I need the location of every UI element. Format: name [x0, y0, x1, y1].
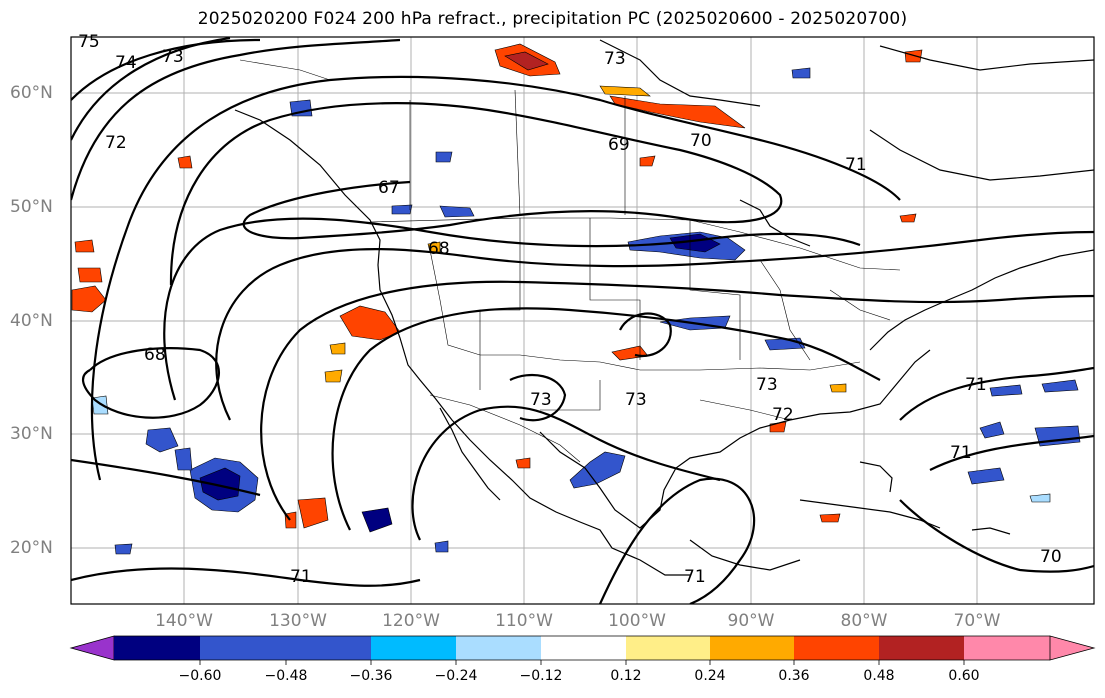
contour-label: 73: [604, 49, 626, 69]
lat-label: 50°N: [10, 197, 53, 217]
lon-label: 90°W: [727, 611, 775, 631]
lat-label: 30°N: [10, 424, 53, 444]
plot-title: 2025020200 F024 200 hPa refract., precip…: [197, 9, 908, 29]
contour-label: 71: [290, 567, 312, 587]
contour-label: 73: [530, 390, 552, 410]
colorbar-bin: [456, 636, 541, 660]
political-borders: [239, 59, 901, 463]
colorbar-tick-label: 0.36: [778, 668, 810, 684]
colorbar-bin: [541, 636, 626, 660]
contour-label: 68: [144, 345, 166, 365]
colorbar-tick-label: 0.12: [610, 668, 642, 684]
colorbar-bin: [626, 636, 710, 660]
contour-label: 70: [690, 131, 712, 151]
contour-label: 73: [162, 47, 184, 67]
contour-label: 69: [608, 135, 630, 155]
contour-label: 71: [950, 443, 972, 463]
contour-label: 70: [1040, 547, 1062, 567]
lon-label: 70°W: [953, 611, 1001, 631]
colorbar-extend-low: [69, 635, 115, 661]
lon-label: 100°W: [608, 611, 666, 631]
contour-label: 72: [105, 133, 127, 153]
contour-label: 71: [965, 375, 987, 395]
lat-label: 20°N: [10, 538, 53, 558]
contour-label: 75: [78, 32, 100, 52]
colorbar-tick-label: 0.48: [863, 668, 895, 684]
colorbar-tick-label: −0.48: [264, 668, 308, 684]
colorbar-extend-high: [1049, 635, 1096, 661]
refractivity-contours: [71, 37, 1094, 604]
colorbar-bin: [200, 636, 286, 660]
contour-labels: 75 74 73 72 73 67 69 70 71 68 68 73 73 7…: [78, 32, 1062, 587]
colorbar-tick-label: −0.36: [349, 668, 393, 684]
colorbar-bin: [371, 636, 456, 660]
contour-label: 71: [684, 567, 706, 587]
lon-label: 140°W: [155, 611, 213, 631]
colorbar-bin: [794, 636, 879, 660]
graticule: [71, 37, 1094, 604]
lon-label: 120°W: [382, 611, 440, 631]
contour-label: 67: [378, 178, 400, 198]
colorbar-tick-label: −0.60: [178, 668, 222, 684]
colorbar-bin: [114, 636, 200, 660]
contour-label: 71: [845, 155, 867, 175]
colorbar-tick-label: −0.12: [519, 668, 563, 684]
lat-label: 60°N: [10, 83, 53, 103]
colorbar-bin: [964, 636, 1050, 660]
colorbar-tick-label: −0.24: [434, 668, 478, 684]
contour-label: 74: [115, 53, 137, 73]
colorbar: [69, 635, 1096, 665]
contour-label: 72: [772, 405, 794, 425]
colorbar-tick-label: 0.60: [948, 668, 980, 684]
colorbar-bin: [286, 636, 371, 660]
colorbar-bin: [710, 636, 794, 660]
colorbar-bin: [879, 636, 964, 660]
contour-label: 68: [428, 239, 450, 259]
lon-label: 80°W: [840, 611, 888, 631]
lon-label: 110°W: [495, 611, 553, 631]
contour-label: 73: [756, 375, 778, 395]
colorbar-tick-label: 0.24: [694, 668, 726, 684]
precip-positive-anomalies: [71, 43, 923, 529]
map-frame: [70, 36, 1095, 605]
contour-label: 73: [625, 390, 647, 410]
lon-label: 130°W: [269, 611, 327, 631]
lat-label: 40°N: [10, 311, 53, 331]
